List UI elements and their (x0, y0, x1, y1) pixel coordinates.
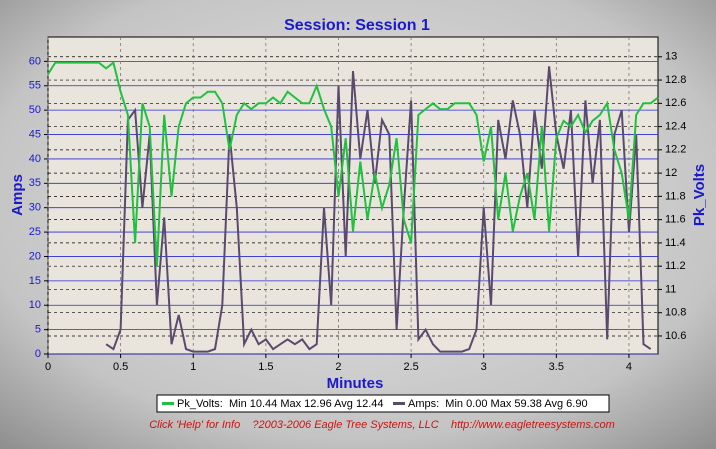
x-tick-label: 3.5 (549, 361, 564, 373)
y-axis-label: Amps (9, 174, 26, 216)
y-tick-label: 0 (35, 348, 41, 360)
x-tick-label: 1 (190, 361, 196, 373)
legend-label: Pk_Volts: Min 10.44 Max 12.96 Avg 12.44 (177, 398, 384, 410)
x-tick-label: 4 (626, 361, 632, 373)
chart-title: Session: Session 1 (284, 17, 430, 34)
y2-tick-label: 11.8 (665, 190, 686, 202)
x-tick-label: 2 (335, 361, 341, 373)
y-tick-label: 15 (29, 275, 41, 287)
y-tick-label: 50 (29, 104, 41, 116)
y2-tick-label: 12.2 (665, 144, 686, 156)
y-tick-label: 40 (29, 153, 41, 165)
y2-tick-label: 10.6 (665, 330, 686, 342)
footer: Click 'Help' for Info ?2003-2006 Eagle T… (149, 419, 615, 431)
x-axis-label: Minutes (327, 375, 384, 392)
y2-tick-label: 11.2 (665, 260, 686, 272)
x-tick-label: 0.5 (113, 361, 128, 373)
x-tick-label: 2.5 (403, 361, 418, 373)
y2-tick-label: 11.6 (665, 214, 686, 226)
y-tick-label: 5 (35, 324, 41, 336)
y2-axis-label: Pk_Volts (691, 164, 708, 226)
x-tick-label: 1.5 (258, 361, 273, 373)
y-tick-label: 25 (29, 226, 41, 238)
y-tick-label: 35 (29, 177, 41, 189)
y-tick-label: 55 (29, 80, 41, 92)
x-tick-label: 0 (45, 361, 51, 373)
y2-tick-label: 13 (665, 51, 677, 63)
y2-tick-label: 12 (665, 167, 677, 179)
series-line (47, 60, 659, 267)
x-tick-label: 3 (481, 361, 487, 373)
y-tick-label: 45 (29, 128, 41, 140)
y2-tick-label: 12.4 (665, 120, 686, 132)
y2-tick-label: 12.8 (665, 74, 686, 86)
y2-tick-label: 11 (665, 283, 676, 295)
legend-box (156, 394, 610, 413)
legend-label: Amps: Min 0.00 Max 59.38 Avg 6.90 (408, 398, 588, 410)
y2-tick-label: 10.8 (665, 307, 686, 319)
series-line (105, 66, 652, 353)
y-tick-label: 10 (29, 299, 41, 311)
y-tick-label: 20 (29, 250, 41, 262)
y-tick-label: 30 (29, 202, 41, 214)
y2-tick-label: 11.4 (665, 237, 686, 249)
y2-tick-label: 12.6 (665, 97, 686, 109)
y-tick-label: 60 (29, 55, 41, 67)
